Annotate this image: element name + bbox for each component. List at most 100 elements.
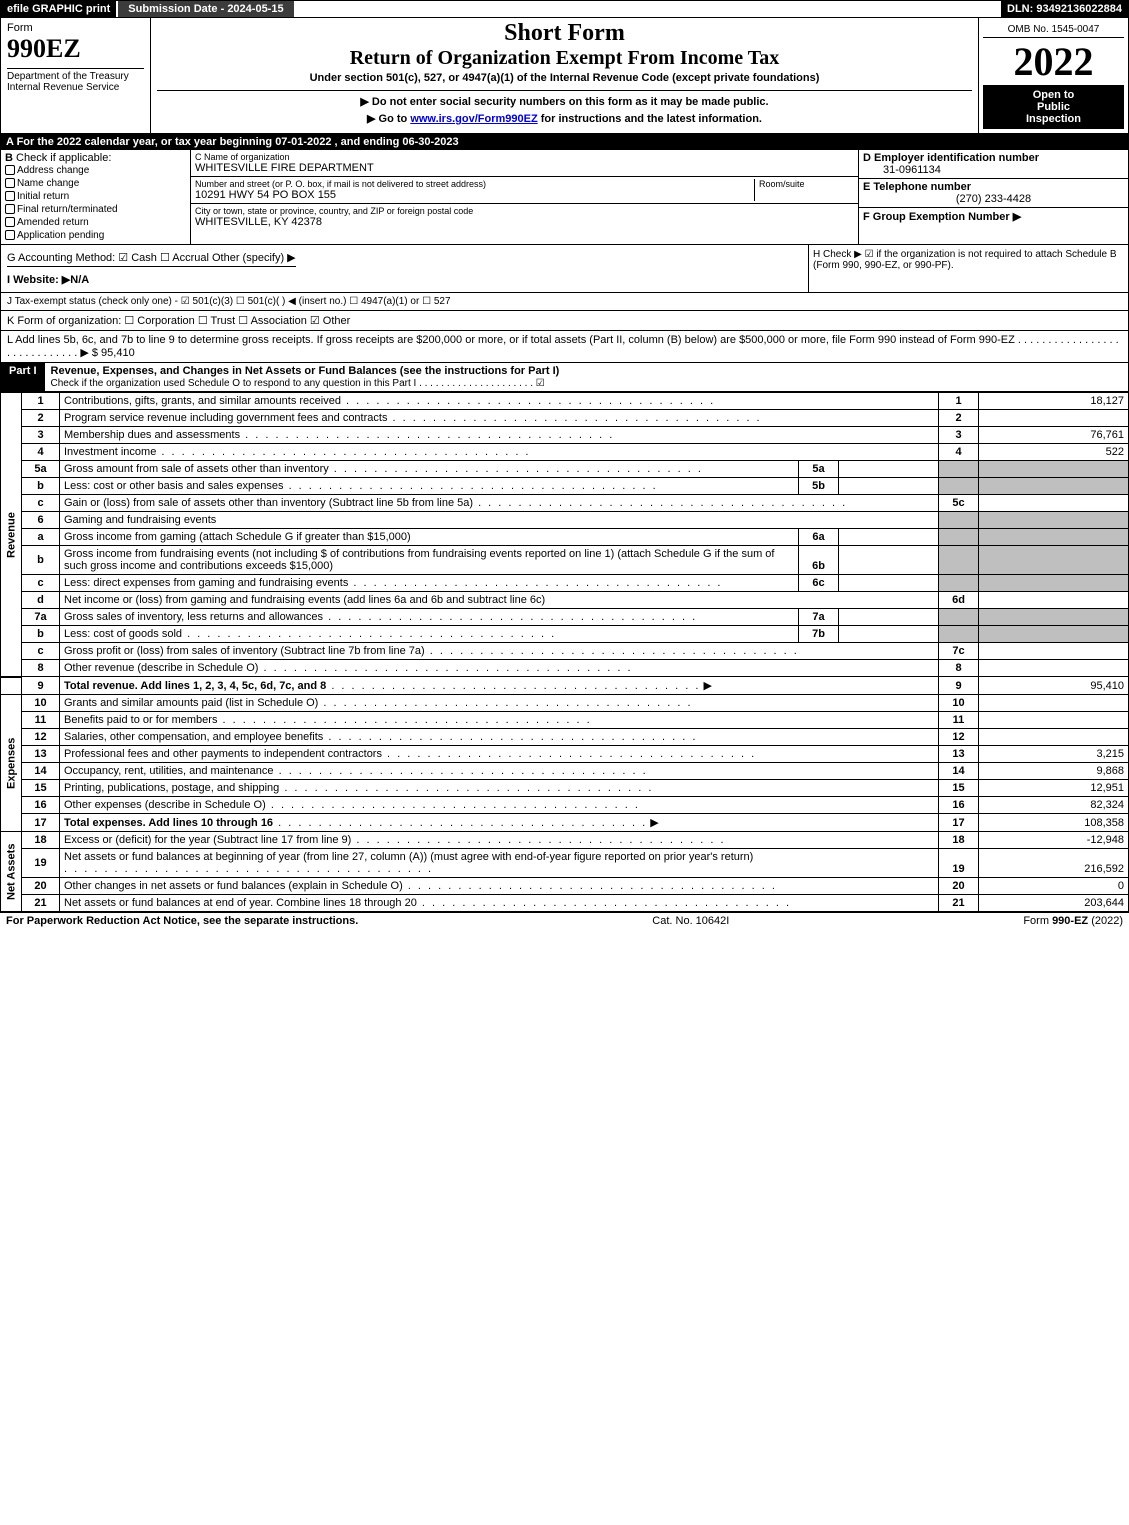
part-1-title: Revenue, Expenses, and Changes in Net As…: [51, 365, 560, 377]
revenue-side-label: Revenue: [1, 393, 22, 677]
page-footer: For Paperwork Reduction Act Notice, see …: [0, 912, 1129, 929]
dln-label: DLN: 93492136022884: [1001, 1, 1128, 17]
line-6b-val: [839, 546, 939, 575]
submission-date: Submission Date - 2024-05-15: [116, 1, 293, 17]
line-6d-desc: Net income or (loss) from gaming and fun…: [64, 594, 545, 606]
line-20-desc: Other changes in net assets or fund bala…: [64, 880, 403, 892]
line-2-amt: [979, 410, 1129, 427]
line-14-amt: 9,868: [979, 763, 1129, 780]
line-12-amt: [979, 729, 1129, 746]
line-1-no: 1: [22, 393, 60, 410]
chk-name-change[interactable]: [5, 178, 15, 188]
line-5a-val: [839, 461, 939, 478]
chk-application-pending[interactable]: [5, 230, 15, 240]
line-5b-val: [839, 478, 939, 495]
ssn-warning: ▶ Do not enter social security numbers o…: [157, 95, 972, 108]
line-1-rn: 1: [939, 393, 979, 410]
line-18-amt: -12,948: [979, 832, 1129, 849]
tax-year: 2022: [983, 38, 1124, 85]
org-name: WHITESVILLE FIRE DEPARTMENT: [195, 162, 854, 174]
line-7b-desc: Less: cost of goods sold: [64, 628, 182, 640]
line-15-no: 15: [22, 780, 60, 797]
check-applicable-label: Check if applicable:: [16, 152, 111, 164]
title-short-form: Short Form: [157, 20, 972, 47]
line-11-desc: Benefits paid to or for members: [64, 714, 217, 726]
omb-number: OMB No. 1545-0047: [983, 22, 1124, 38]
line-7c-amt: [979, 643, 1129, 660]
city-label: City or town, state or province, country…: [195, 206, 854, 216]
line-13-amt: 3,215: [979, 746, 1129, 763]
subtitle: Under section 501(c), 527, or 4947(a)(1)…: [157, 72, 972, 84]
form-header: Form 990EZ Department of the Treasury In…: [0, 18, 1129, 134]
chk-amended-return[interactable]: [5, 217, 15, 227]
line-18-no: 18: [22, 832, 60, 849]
top-bar: efile GRAPHIC print Submission Date - 20…: [0, 0, 1129, 18]
group-exemption-label: F Group Exemption Number ▶: [863, 211, 1021, 223]
line-5c-desc: Gain or (loss) from sale of assets other…: [64, 497, 473, 509]
line-6c-desc: Less: direct expenses from gaming and fu…: [64, 577, 348, 589]
room-suite-label: Room/suite: [759, 179, 854, 189]
line-7b-val: [839, 626, 939, 643]
phone-value: (270) 233-4428: [863, 193, 1124, 205]
line-11-no: 11: [22, 712, 60, 729]
line-5a-no: 5a: [22, 461, 60, 478]
line-6d-amt: [979, 592, 1129, 609]
irs-link[interactable]: www.irs.gov/Form990EZ: [410, 113, 537, 125]
line-9-amt: 95,410: [979, 677, 1129, 695]
part-1-table: Revenue 1 Contributions, gifts, grants, …: [0, 392, 1129, 912]
line-17-no: 17: [22, 814, 60, 832]
line-2-desc: Program service revenue including govern…: [64, 412, 387, 424]
ein-value: 31-0961134: [863, 164, 941, 176]
form-number: 990EZ: [7, 34, 144, 64]
line-2-no: 2: [22, 410, 60, 427]
line-3-desc: Membership dues and assessments: [64, 429, 240, 441]
line-6a-no: a: [22, 529, 60, 546]
line-6-no: 6: [22, 512, 60, 529]
line-9-desc: Total revenue. Add lines 1, 2, 3, 4, 5c,…: [64, 680, 326, 692]
line-21-desc: Net assets or fund balances at end of ye…: [64, 897, 417, 909]
line-6a-sn: 6a: [799, 529, 839, 546]
chk-final-return[interactable]: [5, 204, 15, 214]
line-5b-sn: 5b: [799, 478, 839, 495]
chk-initial-return[interactable]: [5, 191, 15, 201]
section-a-tax-year: A For the 2022 calendar year, or tax yea…: [0, 134, 1129, 150]
part-1-check: Check if the organization used Schedule …: [51, 378, 545, 389]
expenses-side-label: Expenses: [1, 695, 22, 832]
line-9-no: 9: [22, 677, 60, 695]
line-5a-desc: Gross amount from sale of assets other t…: [64, 463, 329, 475]
line-7c-desc: Gross profit or (loss) from sales of inv…: [64, 645, 425, 657]
line-6-desc: Gaming and fundraising events: [60, 512, 939, 529]
line-6c-no: c: [22, 575, 60, 592]
line-1-desc: Contributions, gifts, grants, and simila…: [64, 395, 341, 407]
line-3-amt: 76,761: [979, 427, 1129, 444]
line-11-amt: [979, 712, 1129, 729]
line-13-no: 13: [22, 746, 60, 763]
part-1-label: Part I: [1, 363, 45, 391]
line-6b-sn: 6b: [799, 546, 839, 575]
website: I Website: ▶N/A: [7, 273, 802, 286]
line-16-desc: Other expenses (describe in Schedule O): [64, 799, 266, 811]
gross-receipts: L Add lines 5b, 6c, and 7b to line 9 to …: [0, 331, 1129, 363]
addr-label: Number and street (or P. O. box, if mail…: [195, 179, 754, 189]
line-14-no: 14: [22, 763, 60, 780]
footer-formno: Form 990-EZ (2022): [1023, 915, 1123, 927]
line-12-desc: Salaries, other compensation, and employ…: [64, 731, 323, 743]
line-14-desc: Occupancy, rent, utilities, and maintena…: [64, 765, 274, 777]
line-10-no: 10: [22, 695, 60, 712]
efile-print-label[interactable]: efile GRAPHIC print: [1, 1, 116, 17]
line-20-amt: 0: [979, 878, 1129, 895]
org-name-label: C Name of organization: [195, 152, 854, 162]
org-city: WHITESVILLE, KY 42378: [195, 216, 854, 228]
line-5c-no: c: [22, 495, 60, 512]
line-7a-sn: 7a: [799, 609, 839, 626]
line-7a-no: 7a: [22, 609, 60, 626]
accounting-method: G Accounting Method: ☑ Cash ☐ Accrual Ot…: [7, 251, 296, 267]
chk-address-change[interactable]: [5, 165, 15, 175]
footer-paperwork: For Paperwork Reduction Act Notice, see …: [6, 915, 358, 927]
line-18-desc: Excess or (deficit) for the year (Subtra…: [64, 834, 351, 846]
line-8-no: 8: [22, 660, 60, 677]
net-assets-side-label: Net Assets: [1, 832, 22, 912]
line-7a-desc: Gross sales of inventory, less returns a…: [64, 611, 323, 623]
form-label: Form: [7, 22, 144, 34]
line-19-no: 19: [22, 849, 60, 878]
